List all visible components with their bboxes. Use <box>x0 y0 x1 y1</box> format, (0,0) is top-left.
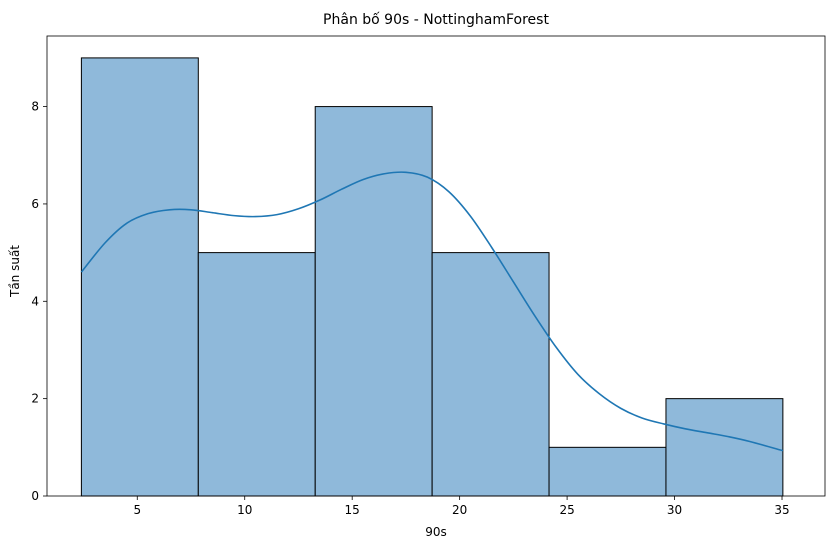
x-tick-label: 25 <box>559 503 574 517</box>
y-tick-label: 2 <box>31 392 39 406</box>
histogram-bar-3 <box>314 106 433 497</box>
x-tick-label: 5 <box>133 503 141 517</box>
x-tick-label: 20 <box>452 503 467 517</box>
y-tick-label: 4 <box>31 294 39 308</box>
x-tick-label: 30 <box>667 503 682 517</box>
plot-frame <box>46 35 826 497</box>
x-tick-label: 10 <box>237 503 252 517</box>
chart-title: Phân bố 90s - NottinghamForest <box>323 11 549 28</box>
y-tick-label: 8 <box>31 100 39 114</box>
histogram-bar-6 <box>665 398 784 497</box>
x-tick-label: 15 <box>345 503 360 517</box>
y-axis: 0 2 4 6 8 <box>31 100 47 503</box>
y-axis-label: Tần suất <box>8 245 22 298</box>
histogram-bar-1 <box>80 57 199 497</box>
bars-layer <box>80 57 784 497</box>
histogram-bar-2 <box>197 252 316 497</box>
y-tick-label: 6 <box>31 197 39 211</box>
histogram-bar-5 <box>548 446 667 497</box>
x-axis: 5 10 15 20 25 30 35 <box>133 496 790 517</box>
y-tick-label: 0 <box>31 489 39 503</box>
x-tick-label: 35 <box>774 503 789 517</box>
kde-line <box>80 171 784 452</box>
x-axis-label: 90s <box>425 525 447 539</box>
histogram-bar-4 <box>431 252 550 497</box>
